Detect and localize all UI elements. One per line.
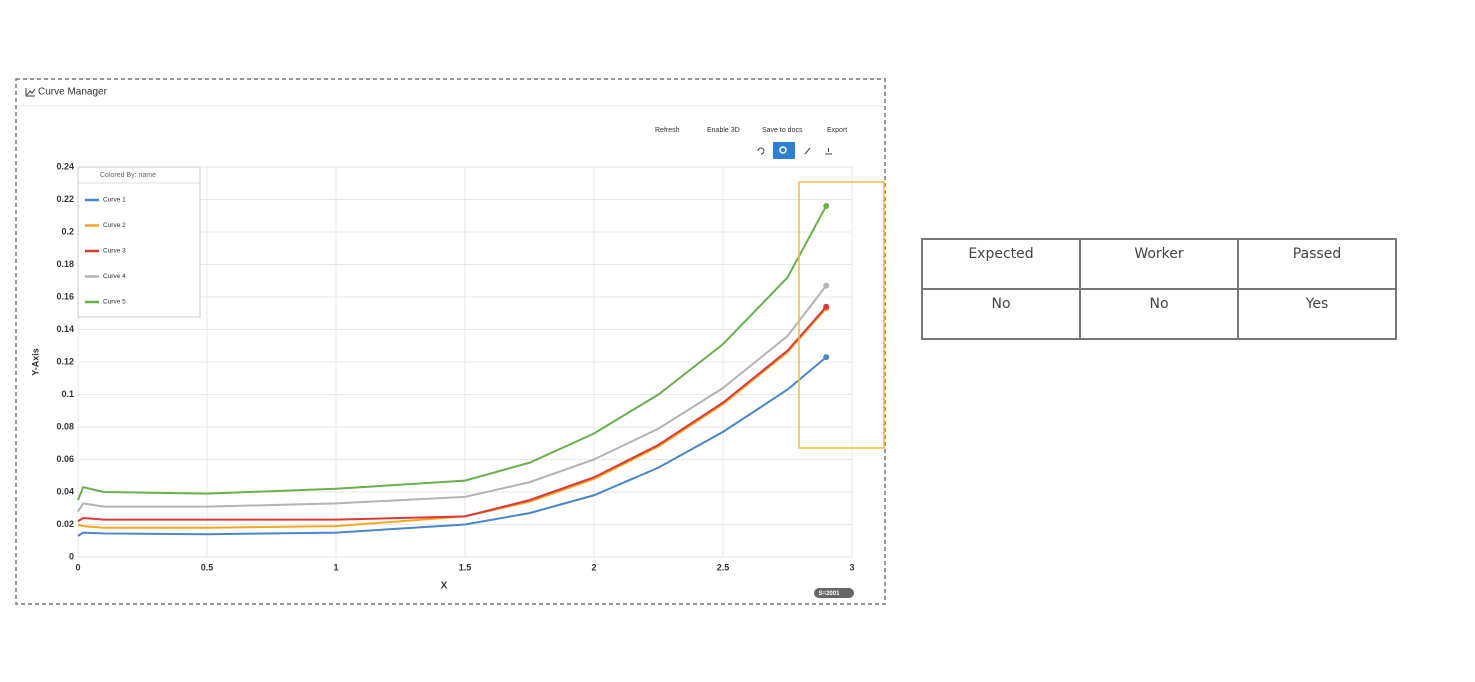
chart-icon bbox=[25, 88, 36, 97]
end-point bbox=[823, 303, 830, 310]
zoom-icon bbox=[779, 146, 787, 154]
legend-label: Curve 2 bbox=[103, 222, 126, 229]
table-header: Expected bbox=[921, 238, 1081, 290]
y-axis-label: Y-Axis bbox=[30, 348, 40, 376]
end-point bbox=[823, 282, 830, 289]
y-tick-label: 0.22 bbox=[56, 194, 74, 204]
y-tick-label: 0.06 bbox=[56, 454, 74, 464]
curve bbox=[77, 306, 827, 523]
legend-label: Curve 3 bbox=[103, 248, 126, 255]
legend-label: Curve 4 bbox=[103, 273, 126, 280]
toolbar-button[interactable]: Refresh bbox=[655, 127, 680, 134]
y-tick-label: 0.2 bbox=[61, 226, 74, 236]
x-tick-label: 2.5 bbox=[717, 562, 730, 572]
x-tick-label: 1 bbox=[333, 562, 338, 572]
y-tick-label: 0.1 bbox=[61, 389, 74, 399]
table-header: Passed bbox=[1237, 238, 1397, 290]
end-point bbox=[823, 203, 830, 209]
x-tick-label: 3 bbox=[849, 562, 854, 572]
y-tick-label: 0 bbox=[69, 551, 74, 561]
toolbar-button[interactable]: Export bbox=[827, 127, 847, 134]
toolbar-button[interactable]: Save to docs bbox=[762, 127, 803, 134]
y-tick-label: 0.18 bbox=[56, 259, 74, 269]
x-tick-label: 1.5 bbox=[459, 562, 472, 572]
toolbar-icon[interactable] bbox=[757, 147, 832, 155]
toolbar-button[interactable]: Enable 3D bbox=[707, 127, 740, 134]
curve bbox=[77, 356, 827, 537]
curve-manager: Curve Manager Refresh Enable 3D Save to … bbox=[15, 78, 886, 605]
y-tick-label: 0.24 bbox=[56, 161, 74, 171]
panel-title: Curve Manager bbox=[38, 87, 108, 98]
zoom-button[interactable] bbox=[773, 142, 795, 159]
legend-label: Curve 5 bbox=[103, 299, 126, 306]
curve bbox=[77, 285, 827, 513]
x-tick-label: 2 bbox=[591, 562, 596, 572]
end-point bbox=[823, 354, 830, 361]
x-tick-label: 0 bbox=[75, 562, 80, 572]
y-tick-label: 0.16 bbox=[56, 291, 74, 301]
badge bbox=[814, 588, 854, 598]
y-tick-label: 0.14 bbox=[56, 324, 74, 334]
y-tick-label: 0.12 bbox=[56, 356, 74, 366]
x-tick-label: 0.5 bbox=[201, 562, 214, 572]
x-axis-label: X bbox=[441, 581, 448, 592]
table-header: Worker bbox=[1079, 238, 1239, 290]
y-tick-label: 0.08 bbox=[56, 421, 74, 431]
table-cell: No bbox=[1079, 288, 1239, 340]
y-tick-label: 0.02 bbox=[56, 519, 74, 529]
highlight-box bbox=[798, 181, 885, 449]
result-table: Expected Worker Passed No No Yes bbox=[921, 238, 1397, 340]
badge-text: S=2001 bbox=[819, 591, 841, 597]
table-cell: No bbox=[921, 288, 1081, 340]
legend bbox=[77, 166, 201, 318]
curve bbox=[77, 205, 828, 501]
legend-label: Curve 1 bbox=[103, 197, 126, 204]
y-tick-label: 0.04 bbox=[56, 486, 74, 496]
legend-title: Colored By: name bbox=[100, 172, 156, 179]
table-cell: Yes bbox=[1237, 288, 1397, 340]
